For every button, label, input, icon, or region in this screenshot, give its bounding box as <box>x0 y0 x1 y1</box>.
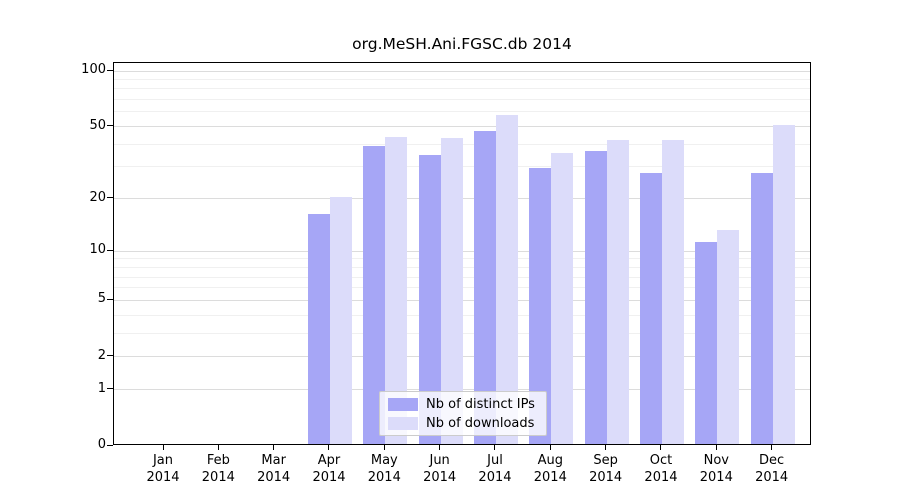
x-tick-mark-sep <box>605 445 607 450</box>
y-tick-mark-20 <box>107 197 113 199</box>
bar-aug-downloads <box>551 152 574 444</box>
x-tick-label-may: May 2014 <box>367 453 401 485</box>
x-tick-mark-jan <box>162 445 164 450</box>
legend-label-downloads: Nb of downloads <box>426 415 535 431</box>
x-tick-label-jan: Jan 2014 <box>146 453 180 485</box>
y-tick-mark-50 <box>107 125 113 127</box>
x-tick-label-feb: Feb 2014 <box>201 453 235 485</box>
bar-apr-downloads <box>329 196 352 444</box>
bar-jul-downloads <box>495 115 518 444</box>
x-tick-label-mar: Mar 2014 <box>257 453 291 485</box>
x-tick-label-dec: Dec 2014 <box>755 453 789 485</box>
bar-jun-downloads <box>440 138 463 444</box>
bar-oct-distinct-ips <box>639 173 662 444</box>
y-tick-label-50: 50 <box>89 117 106 133</box>
y-tick-label-1: 1 <box>97 380 106 396</box>
y-tick-label-10: 10 <box>89 242 106 258</box>
x-tick-mark-feb <box>217 445 219 450</box>
chart-title: org.MeSH.Ani.FGSC.db 2014 <box>352 35 572 53</box>
y-tick-mark-100 <box>107 69 113 71</box>
x-tick-label-apr: Apr 2014 <box>312 453 346 485</box>
x-tick-label-sep: Sep 2014 <box>589 453 623 485</box>
plot-area: Nb of distinct IPs Nb of downloads <box>113 62 811 445</box>
bar-nov-distinct-ips <box>695 242 718 444</box>
major-gridline-100 <box>114 70 810 72</box>
bar-apr-distinct-ips <box>307 213 330 444</box>
minor-gridline-60 <box>114 111 810 113</box>
y-tick-label-2: 2 <box>97 347 106 363</box>
bar-oct-downloads <box>661 140 684 444</box>
minor-gridline-80 <box>114 88 810 90</box>
y-tick-label-5: 5 <box>97 291 106 307</box>
x-tick-mark-may <box>383 445 385 450</box>
minor-gridline-70 <box>114 99 810 101</box>
major-gridline-50 <box>114 126 810 128</box>
y-tick-mark-10 <box>107 249 113 251</box>
bar-jul-distinct-ips <box>473 131 496 444</box>
x-tick-mark-aug <box>549 445 551 450</box>
x-tick-mark-nov <box>715 445 717 450</box>
y-tick-mark-1 <box>107 388 113 390</box>
y-tick-mark-2 <box>107 355 113 357</box>
bar-aug-distinct-ips <box>529 167 552 444</box>
bar-may-downloads <box>385 136 408 444</box>
y-tick-label-0: 0 <box>97 437 106 452</box>
x-tick-mark-jun <box>439 445 441 450</box>
bar-dec-downloads <box>772 124 795 444</box>
x-tick-mark-oct <box>660 445 662 450</box>
x-tick-mark-jul <box>494 445 496 450</box>
x-tick-label-oct: Oct 2014 <box>644 453 678 485</box>
x-tick-mark-mar <box>273 445 275 450</box>
x-tick-mark-dec <box>771 445 773 450</box>
x-tick-label-nov: Nov 2014 <box>699 453 733 485</box>
legend-row-distinct-ips: Nb of distinct IPs <box>388 397 538 412</box>
y-tick-mark-0 <box>107 444 113 446</box>
y-tick-mark-5 <box>107 298 113 300</box>
minor-gridline-90 <box>114 78 810 80</box>
bar-sep-distinct-ips <box>584 150 607 444</box>
y-tick-label-20: 20 <box>89 189 106 205</box>
x-tick-mark-apr <box>328 445 330 450</box>
x-tick-label-jul: Jul 2014 <box>478 453 512 485</box>
bar-sep-downloads <box>606 140 629 444</box>
bar-may-distinct-ips <box>363 146 386 444</box>
bar-dec-distinct-ips <box>750 173 773 444</box>
legend-swatch-downloads <box>388 416 418 430</box>
legend-swatch-distinct-ips <box>388 397 418 411</box>
legend-row-downloads: Nb of downloads <box>388 416 538 431</box>
x-tick-label-jun: Jun 2014 <box>423 453 457 485</box>
legend: Nb of distinct IPs Nb of downloads <box>379 391 547 436</box>
x-tick-label-aug: Aug 2014 <box>533 453 567 485</box>
bar-jun-distinct-ips <box>418 155 441 444</box>
legend-label-distinct-ips: Nb of distinct IPs <box>426 396 535 412</box>
bar-nov-downloads <box>717 229 740 444</box>
y-tick-label-100: 100 <box>81 62 106 77</box>
